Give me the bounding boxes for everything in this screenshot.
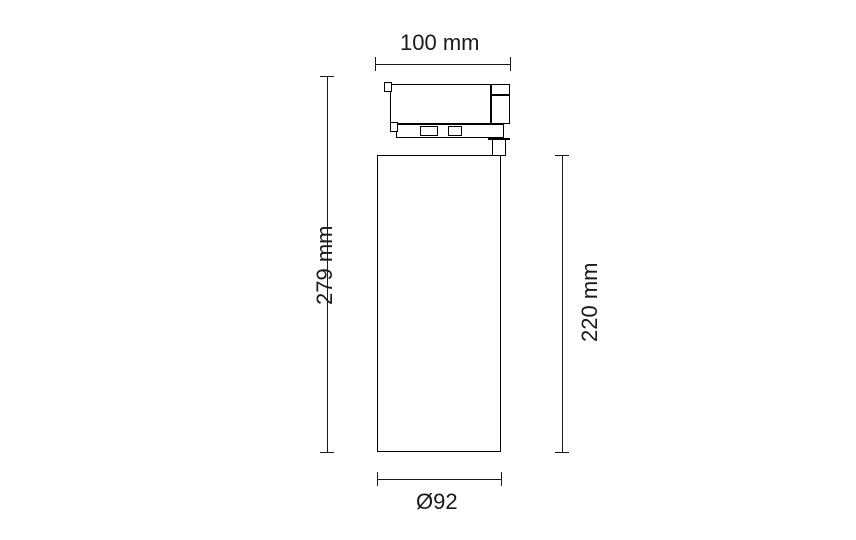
dim-bottom-line <box>377 479 501 480</box>
dim-left-line <box>327 76 328 452</box>
bracket-stem-cap <box>488 138 510 140</box>
bracket-lower-detail-1 <box>420 126 438 136</box>
dim-right-line <box>562 155 563 452</box>
dim-right-tick-bottom <box>555 452 569 453</box>
dim-left-tick-bottom <box>320 452 334 453</box>
bracket-top-box <box>390 84 510 124</box>
cylinder-body <box>377 155 501 452</box>
bracket-divider-1 <box>490 84 492 124</box>
dim-right-label: 220 mm <box>577 263 603 342</box>
dim-top-tick-left <box>375 57 376 71</box>
bracket-lower-notch <box>390 122 398 132</box>
dim-bottom-label: Ø92 <box>416 489 458 515</box>
bracket-notch-left <box>384 82 392 92</box>
dim-right-tick-top <box>555 155 569 156</box>
dim-bottom-tick-left <box>377 472 378 486</box>
dim-left-label: 279 mm <box>312 226 338 305</box>
bracket-stem <box>492 138 506 156</box>
bracket-detail-top <box>490 94 510 96</box>
dim-bottom-tick-right <box>501 472 502 486</box>
dim-left-tick-top <box>320 76 334 77</box>
bracket-lower-detail-2 <box>448 126 462 136</box>
dim-top-label: 100 mm <box>400 30 479 56</box>
dim-top-line <box>375 64 510 65</box>
dim-top-tick-right <box>510 57 511 71</box>
technical-drawing-canvas: 100 mm 279 mm 220 mm Ø92 <box>0 0 856 540</box>
